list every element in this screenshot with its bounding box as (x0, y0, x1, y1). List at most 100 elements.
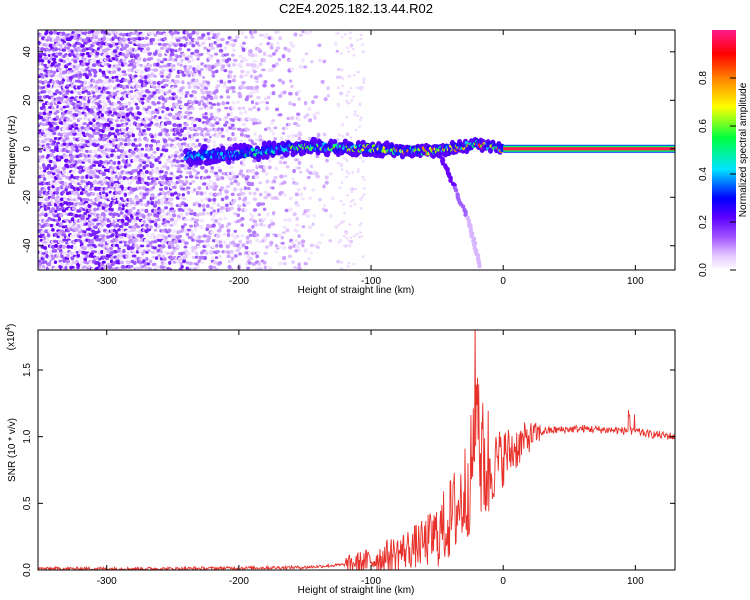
noise-cell (179, 261, 183, 266)
noise-cell (105, 37, 111, 41)
noise-cell (216, 108, 222, 112)
noise-cell (68, 110, 73, 114)
noise-cell (93, 49, 98, 53)
noise-cell (150, 220, 155, 223)
noise-cell (303, 115, 307, 119)
noise-cell (210, 217, 215, 222)
noise-cell (318, 198, 322, 202)
noise-cell (239, 132, 244, 137)
noise-cell (340, 162, 344, 166)
noise-cell (309, 251, 313, 255)
noise-cell (104, 256, 110, 261)
noise-cell (178, 54, 183, 59)
noise-cell (176, 137, 180, 140)
noise-cell (73, 220, 79, 223)
noise-cell (149, 147, 154, 151)
noise-cell (95, 143, 100, 147)
noise-cell (79, 101, 83, 106)
noise-cell (322, 132, 327, 137)
noise-cell (193, 84, 197, 89)
noise-cell (44, 74, 49, 78)
noise-cell (221, 53, 225, 58)
noise-cell (231, 43, 236, 48)
noise-cell (88, 212, 94, 216)
noise-cell (339, 52, 343, 55)
noise-cell (290, 43, 296, 48)
noise-cell (64, 265, 68, 270)
noise-cell (146, 262, 151, 266)
noise-cell (99, 133, 104, 137)
noise-cell (184, 180, 189, 185)
noise-cell (227, 63, 231, 68)
noise-cell (358, 224, 362, 227)
y-tick-label: 20 (22, 94, 33, 106)
noise-cell (66, 171, 71, 176)
noise-cell (82, 247, 87, 251)
noise-cell (190, 246, 195, 250)
noise-cell (152, 42, 157, 46)
y-tick-label: 1.0 (22, 429, 33, 443)
noise-cell (202, 182, 207, 186)
noise-cell (142, 129, 146, 133)
noise-cell (317, 241, 322, 245)
noise-cell (209, 133, 214, 137)
noise-cell (142, 57, 147, 63)
noise-cell (296, 187, 302, 192)
noise-cell (274, 62, 280, 66)
noise-cell (75, 190, 79, 195)
noise-cell (206, 31, 211, 36)
noise-cell (68, 219, 72, 224)
noise-cell (169, 180, 174, 185)
noise-cell (184, 110, 190, 115)
noise-cell (53, 243, 59, 248)
noise-cell (107, 265, 113, 270)
noise-cell (239, 65, 244, 69)
noise-cell (140, 33, 145, 38)
noise-cell (74, 30, 80, 34)
noise-cell (255, 254, 260, 259)
noise-cell (209, 250, 214, 255)
noise-cell (212, 209, 216, 213)
noise-cell (174, 154, 178, 158)
noise-cell (184, 241, 189, 245)
noise-cell (140, 152, 144, 158)
noise-cell (316, 132, 321, 138)
noise-cell (79, 84, 84, 87)
noise-cell (168, 260, 172, 265)
noise-cell (93, 106, 97, 109)
noise-cell (322, 204, 327, 208)
noise-cell (165, 165, 170, 171)
noise-cell (101, 129, 105, 134)
noise-cell (229, 111, 233, 116)
noise-cell (89, 198, 94, 202)
noise-cell (131, 254, 137, 258)
noise-cell (62, 131, 67, 136)
noise-cell (212, 260, 218, 265)
noise-cell (184, 102, 189, 107)
noise-cell (231, 53, 235, 57)
noise-cell (106, 235, 110, 239)
noise-cell (341, 77, 345, 80)
noise-cell (116, 124, 122, 128)
noise-cell (176, 62, 180, 66)
noise-cell (288, 91, 293, 96)
noise-cell (38, 92, 41, 95)
noise-cell (69, 69, 75, 73)
noise-cell (313, 171, 319, 176)
noise-cell (296, 112, 301, 116)
noise-cell (70, 174, 74, 179)
noise-cell (342, 244, 346, 248)
noise-cell (362, 81, 366, 84)
noise-cell (146, 105, 152, 110)
noise-cell (42, 102, 46, 107)
noise-cell (66, 46, 70, 50)
noise-cell (130, 97, 135, 101)
noise-cell (170, 251, 175, 256)
noise-cell (80, 254, 86, 259)
noise-cell (40, 59, 45, 63)
noise-cell (74, 160, 78, 165)
noise-cell (177, 207, 183, 212)
noise-cell (254, 171, 259, 176)
